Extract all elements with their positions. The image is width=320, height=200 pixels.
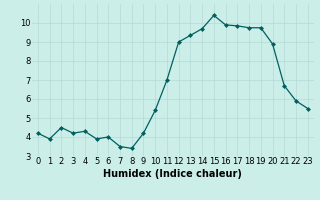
X-axis label: Humidex (Indice chaleur): Humidex (Indice chaleur) — [103, 169, 242, 179]
